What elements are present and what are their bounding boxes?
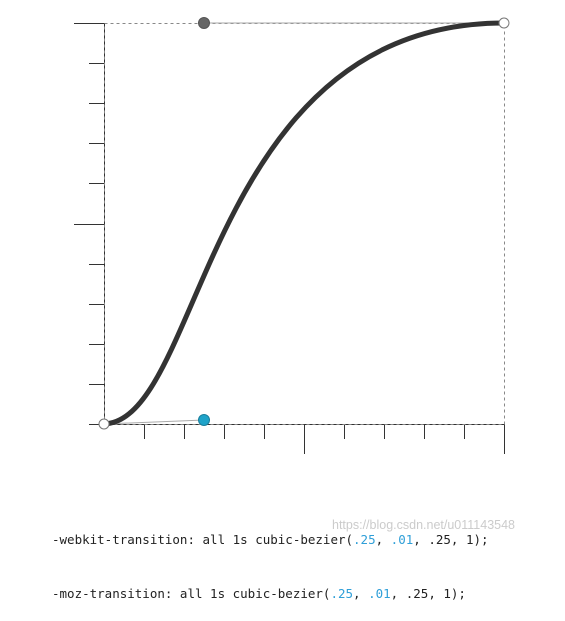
- webkit-sep-1: ,: [375, 532, 391, 547]
- webkit-value-x1: .25: [353, 532, 376, 547]
- webkit-sep-2: ,: [413, 532, 429, 547]
- moz-sep-1: ,: [353, 586, 369, 601]
- bezier-editor-canvas[interactable]: [0, 0, 565, 545]
- css-code-output: -webkit-transition: all 1s cubic-bezier(…: [52, 495, 489, 621]
- moz-code-line: -moz-transition: all 1s cubic-bezier(.25…: [52, 585, 489, 603]
- moz-value-x2: .25: [405, 586, 429, 601]
- moz-code-suffix: );: [450, 586, 466, 601]
- moz-value-y2: 1: [443, 586, 451, 601]
- webkit-code-line: -webkit-transition: all 1s cubic-bezier(…: [52, 531, 489, 549]
- webkit-sep-3: ,: [450, 532, 466, 547]
- webkit-value-x2: .25: [428, 532, 451, 547]
- webkit-value-y2: 1: [465, 532, 474, 547]
- start-point: [98, 418, 110, 430]
- graph-axes: [74, 23, 505, 454]
- webkit-value-y1: .01: [390, 532, 414, 547]
- end-point: [498, 17, 510, 29]
- moz-code-prefix: -moz-transition: all 1s cubic-bezier(: [52, 586, 331, 601]
- moz-sep-2: ,: [390, 586, 406, 601]
- control-point-1-handle[interactable]: [198, 413, 210, 426]
- webkit-code-prefix: -webkit-transition: all 1s cubic-bezier(: [52, 532, 354, 547]
- moz-value-x1: .25: [330, 586, 354, 601]
- moz-sep-3: ,: [428, 586, 444, 601]
- control-point-2-handle[interactable]: [198, 17, 210, 29]
- control-handle-line-1: [103, 419, 205, 425]
- webkit-code-suffix: );: [473, 532, 489, 547]
- bezier-curve: [101, 20, 507, 427]
- moz-value-y1: .01: [368, 586, 391, 601]
- watermark-text: https://blog.csdn.net/u011143548: [332, 518, 516, 532]
